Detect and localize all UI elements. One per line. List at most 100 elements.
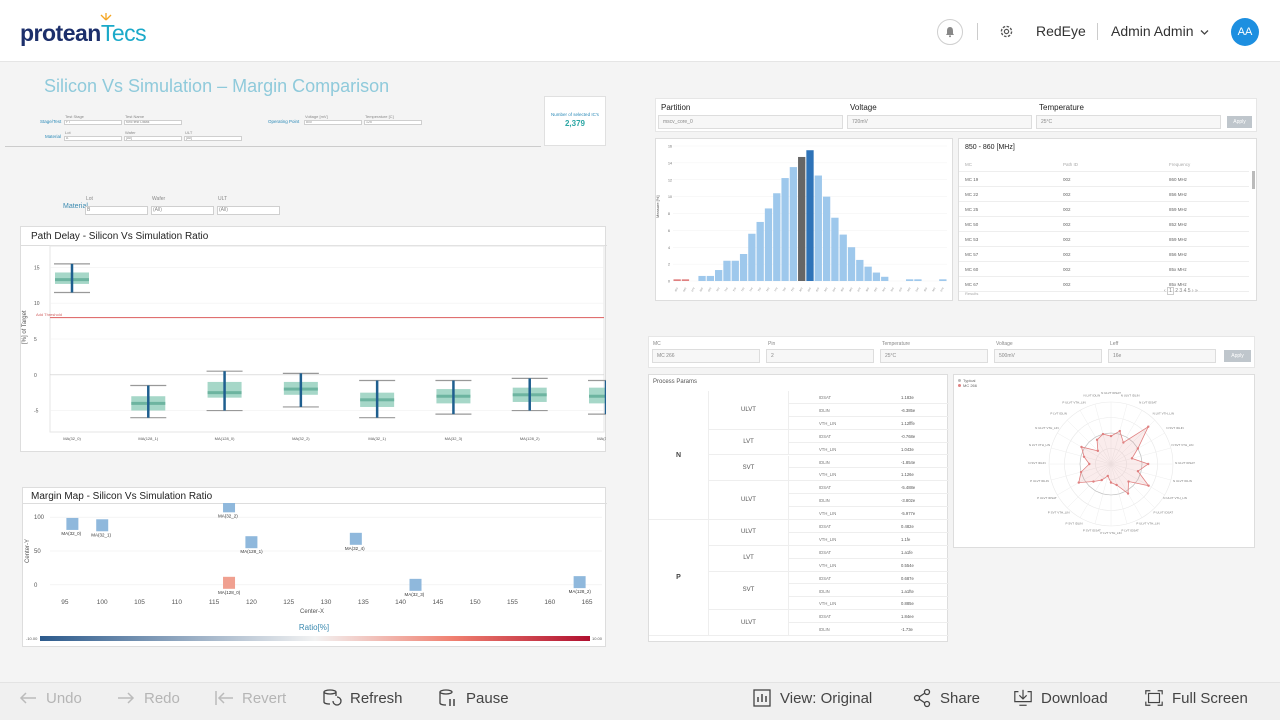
y-tick-label: 5 — [34, 337, 37, 343]
param-group: N — [649, 391, 709, 520]
lot-select[interactable]: A — [64, 136, 122, 141]
margin-map-chart: 0 50 100 95 100 105 110 115 120 125 130 135 140 145 15… — [25, 503, 603, 641]
histogram-bar — [839, 234, 847, 281]
mc-voltage-select[interactable]: 500mV — [994, 349, 1102, 363]
apply-button[interactable]: Apply — [1227, 116, 1252, 128]
table-row[interactable]: MC 19 002 860 MHz — [959, 172, 1249, 187]
org-name[interactable]: RedEye — [1036, 23, 1086, 39]
logo[interactable]: proteanTecs — [20, 13, 147, 47]
test-stage-label: Test Stage — [65, 114, 84, 119]
pause-button[interactable]: Pause — [438, 689, 509, 707]
legend-item[interactable]: MC 266 — [958, 383, 977, 388]
wafer-select[interactable]: [All] — [124, 136, 182, 141]
mc-select[interactable]: MC 266 — [652, 349, 760, 363]
margin-map-panel: Margin Map - Silicon Vs Simulation Ratio — [22, 487, 607, 647]
table-pagination[interactable]: ‹ 1 2 3 4 5 › » — [1164, 287, 1198, 295]
mc-apply-button[interactable]: Apply — [1224, 350, 1251, 362]
param-name: VTH_LIN — [819, 420, 837, 426]
param-row: IDSAT 1.84ee — [789, 610, 949, 624]
x-tick-label: 770 — [774, 287, 779, 293]
histogram-bar — [806, 150, 814, 281]
temperature-filter-select[interactable]: 25°C — [1036, 115, 1221, 129]
colorbar-max: 10.00 — [592, 636, 603, 641]
table-cell: Frequency — [1169, 162, 1191, 167]
param-row: IDSAT 1.a1fe — [789, 546, 949, 559]
partition-select[interactable]: mscv_core_0 — [658, 115, 843, 129]
x-tick-label: 870 — [857, 287, 862, 293]
table-row[interactable]: MC 22 002 856 MHz — [959, 187, 1249, 202]
filter-divider — [5, 146, 541, 147]
param-value: 1.a1fte — [901, 588, 914, 594]
x-tick-label: MA(128_1) — [138, 436, 158, 441]
refresh-button[interactable]: Refresh — [322, 689, 403, 707]
radar-point — [1147, 484, 1150, 487]
param-subgroup: SVT — [709, 455, 789, 482]
x-tick-label: 790 — [791, 287, 796, 293]
histogram-bar — [856, 259, 864, 281]
material-ult-select[interactable]: (All) — [217, 206, 280, 215]
pin-select[interactable]: 2 — [766, 349, 874, 363]
table-row[interactable]: MC 67 002 85x MHz — [959, 277, 1249, 292]
param-row: IDLIN -1.854e — [789, 456, 949, 469]
redo-label: Redo — [144, 689, 180, 707]
histogram-bar — [814, 175, 822, 281]
histogram-bar — [773, 193, 781, 281]
partition-filter-bar: Partition mscv_core_0 Voltage 720mV Temp… — [655, 98, 1257, 132]
voltage-select[interactable]: 800 — [304, 120, 362, 125]
ulc-select[interactable]: [All] — [184, 136, 242, 141]
temperature-select[interactable]: 125 — [364, 120, 422, 125]
revert-icon — [215, 691, 233, 705]
table-row[interactable]: MC 60 002 85x MHz — [959, 262, 1249, 277]
radar-axis-label: N ULVT IDSAT — [1101, 391, 1121, 395]
temperature-filter-label: Temperature — [1039, 103, 1084, 112]
param-subgroup: SVT — [709, 571, 789, 611]
test-name-select[interactable]: func test Datas — [124, 120, 182, 125]
mc-voltage-label: Voltage — [996, 341, 1013, 347]
y-tick-label: -5 — [34, 409, 39, 415]
material-wafer-select[interactable]: (All) — [151, 206, 214, 215]
param-subgroup: ULVT — [709, 520, 789, 546]
undo-button[interactable]: Undo — [18, 689, 82, 707]
download-label: Download — [1041, 689, 1108, 707]
histogram-bar — [723, 260, 731, 281]
histogram-bar — [798, 156, 806, 281]
leff-select[interactable]: 16e — [1108, 349, 1216, 363]
table-scrollbar[interactable] — [1252, 171, 1255, 189]
settings-gear-icon[interactable] — [998, 23, 1015, 40]
view-original-button[interactable]: View: Original — [752, 689, 872, 707]
histogram-bar — [872, 272, 881, 281]
test-stage-select[interactable]: FT — [64, 120, 122, 125]
material-lot-select[interactable]: B — [85, 206, 148, 215]
radar-point — [1096, 449, 1100, 453]
avatar[interactable]: AA — [1231, 18, 1259, 46]
user-menu[interactable]: Admin Admin — [1111, 23, 1209, 39]
table-row[interactable]: MC 50 002 852 MHz — [959, 217, 1249, 232]
radar-point — [1106, 474, 1109, 478]
x-tick-label: 890 — [874, 287, 879, 293]
revert-button[interactable]: Revert — [214, 689, 286, 707]
x-tick-label: 690 — [708, 287, 713, 293]
table-row[interactable]: MC 57 002 856 MHz — [959, 247, 1249, 262]
notifications-button[interactable] — [937, 19, 963, 45]
voltage-filter-select[interactable]: 720mV — [847, 115, 1032, 129]
radar-point — [1109, 434, 1113, 438]
mc-temperature-select[interactable]: 25°C — [880, 349, 988, 363]
leff-label: Leff — [1110, 341, 1119, 347]
table-row[interactable]: MC 25 002 859 MHz — [959, 202, 1249, 217]
table-row[interactable]: MC 53 002 859 MHz — [959, 232, 1249, 247]
x-tick-label: 160 — [544, 599, 555, 606]
download-button[interactable]: Download — [1013, 689, 1108, 707]
pin-label: Pin — [768, 341, 776, 347]
redo-button[interactable]: Redo — [116, 689, 180, 707]
fullscreen-button[interactable]: Full Screen — [1144, 689, 1248, 707]
y-tick-label: 100 — [34, 515, 45, 521]
undo-label: Undo — [46, 689, 82, 707]
revert-label: Revert — [242, 689, 287, 707]
share-button[interactable]: Share — [912, 688, 980, 708]
legend-item[interactable]: Typical — [958, 378, 977, 383]
param-name: IDSAT — [819, 524, 832, 529]
view-label: View: Original — [780, 689, 873, 707]
temperature-label: Temperature [C] — [365, 114, 394, 119]
radar-axis-label: N SVT VTH_LIN — [1172, 443, 1194, 447]
